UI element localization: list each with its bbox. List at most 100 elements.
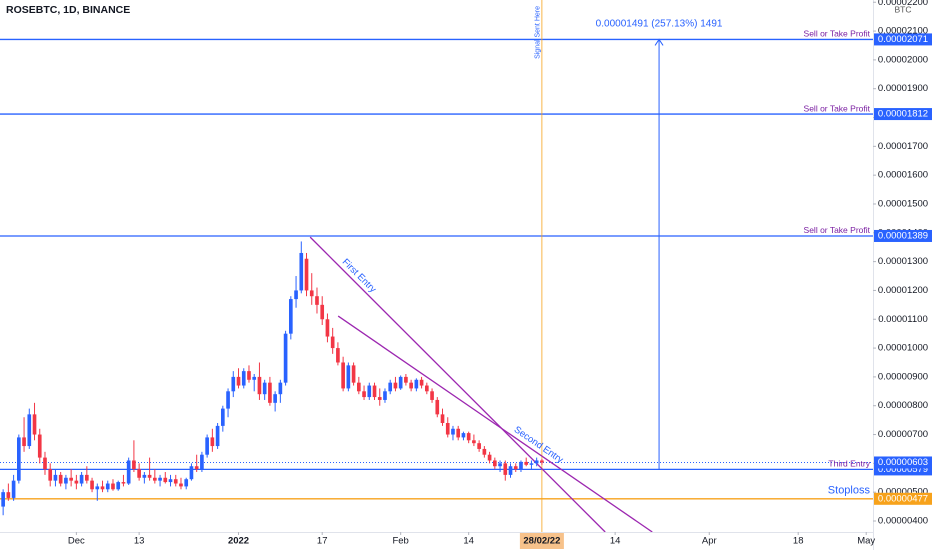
y-tick-label: 0.00000500 xyxy=(878,487,928,498)
candle-body xyxy=(16,437,21,481)
candle-body xyxy=(404,376,408,383)
candle-body xyxy=(273,394,277,403)
level-label: Sell or Take Profit xyxy=(804,29,871,39)
candle-body xyxy=(388,382,393,392)
y-tick-label: 0.00002000 xyxy=(878,54,928,65)
x-tick-label: Dec xyxy=(68,536,85,547)
candle-body xyxy=(74,480,79,484)
candle-body xyxy=(100,486,105,490)
candle-body xyxy=(315,296,319,305)
candle-body xyxy=(330,336,335,349)
price-box-label: 0.00000603 xyxy=(878,457,928,468)
candle-body xyxy=(205,437,209,455)
candle-body xyxy=(325,319,330,337)
y-tick-label: 0.00001300 xyxy=(878,256,928,267)
candle-body xyxy=(152,477,157,481)
candle-body xyxy=(194,466,199,470)
candle-body xyxy=(294,290,298,300)
y-tick-label: 0.00000900 xyxy=(878,371,928,382)
candle-body xyxy=(304,258,309,291)
x-tick-label: Feb xyxy=(392,536,408,547)
candle-body xyxy=(53,474,58,481)
price-box xyxy=(874,108,932,121)
candle-body xyxy=(283,333,288,383)
candle-body xyxy=(519,461,523,470)
price-box xyxy=(874,456,932,469)
chart-title: ROSEBTC, 1D, BINANCE xyxy=(6,4,130,16)
measure-arrow xyxy=(654,38,664,46)
candle-body xyxy=(84,474,89,481)
candle-body xyxy=(383,391,387,400)
candle-body xyxy=(22,437,26,447)
candle-body xyxy=(309,290,314,297)
signal-label: Signal Sent Here xyxy=(535,6,542,59)
level-label: Sell or Take Profit xyxy=(804,103,871,113)
candle-body xyxy=(95,486,100,490)
candle-body xyxy=(220,408,225,426)
candle-body xyxy=(377,397,382,400)
candle-body xyxy=(435,399,440,415)
candle-body xyxy=(424,385,429,392)
y-tick-label: 0.00001500 xyxy=(878,198,928,209)
candle-body xyxy=(262,382,267,395)
candle-body xyxy=(477,443,481,449)
candle-body xyxy=(356,382,361,392)
candle-body xyxy=(362,391,366,398)
x-tick-label: 2022 xyxy=(228,536,249,547)
candle-body xyxy=(409,382,413,389)
candle-body xyxy=(346,365,351,389)
candle-body xyxy=(6,492,11,498)
candle-body xyxy=(189,466,194,480)
candle-body xyxy=(79,474,84,484)
candle-body xyxy=(236,376,241,386)
candle-body xyxy=(215,425,220,447)
candle-body xyxy=(288,299,293,334)
candle-body xyxy=(320,304,325,320)
candle-body xyxy=(158,477,162,481)
candle-body xyxy=(226,391,230,409)
y-tick-label: 0.00000800 xyxy=(878,400,928,411)
candle-body xyxy=(90,480,94,490)
price-box xyxy=(874,229,932,242)
date-box-label: 28/02/22 xyxy=(523,536,560,547)
price-box-label: 0.00000477 xyxy=(878,493,928,504)
y-tick-label: 0.00001200 xyxy=(878,285,928,296)
candle-body xyxy=(210,437,215,447)
x-tick-label: 18 xyxy=(793,536,804,547)
candle-body xyxy=(472,440,476,444)
price-box-label: 0.00001389 xyxy=(878,230,928,241)
candle-body xyxy=(445,423,450,435)
candle-body xyxy=(231,376,236,392)
candle-body xyxy=(456,428,461,438)
measure-label: 0.00001491 (257.13%) 1491 xyxy=(596,19,723,30)
y-tick-label: 0.00001000 xyxy=(878,343,928,354)
x-tick-label: 13 xyxy=(134,536,145,547)
x-tick-label: 14 xyxy=(463,536,474,547)
level-label: Third Entry xyxy=(828,459,870,469)
candle-body xyxy=(1,492,5,507)
candle-body xyxy=(247,371,251,380)
candle-body xyxy=(126,460,131,484)
price-box-label: 0.00000579 xyxy=(878,464,928,475)
candle-body xyxy=(341,362,345,389)
x-tick-label: 17 xyxy=(317,536,328,547)
candle-body xyxy=(173,479,178,484)
candle-body xyxy=(482,448,487,455)
candle-body xyxy=(398,376,403,389)
candle-body xyxy=(540,460,544,463)
x-tick-label: Apr xyxy=(702,536,717,547)
price-box xyxy=(874,33,932,46)
y-tick-label: 0.00002100 xyxy=(878,26,928,37)
candle-body xyxy=(393,382,398,389)
price-box xyxy=(874,492,932,505)
y-tick-label: 0.00001700 xyxy=(878,141,928,152)
candle-body xyxy=(440,414,445,424)
candle-body xyxy=(257,376,262,395)
candle-body xyxy=(163,477,168,483)
candle-body xyxy=(179,483,183,487)
trendline xyxy=(309,236,606,532)
candle-body xyxy=(147,474,152,478)
candle-body xyxy=(69,477,73,481)
